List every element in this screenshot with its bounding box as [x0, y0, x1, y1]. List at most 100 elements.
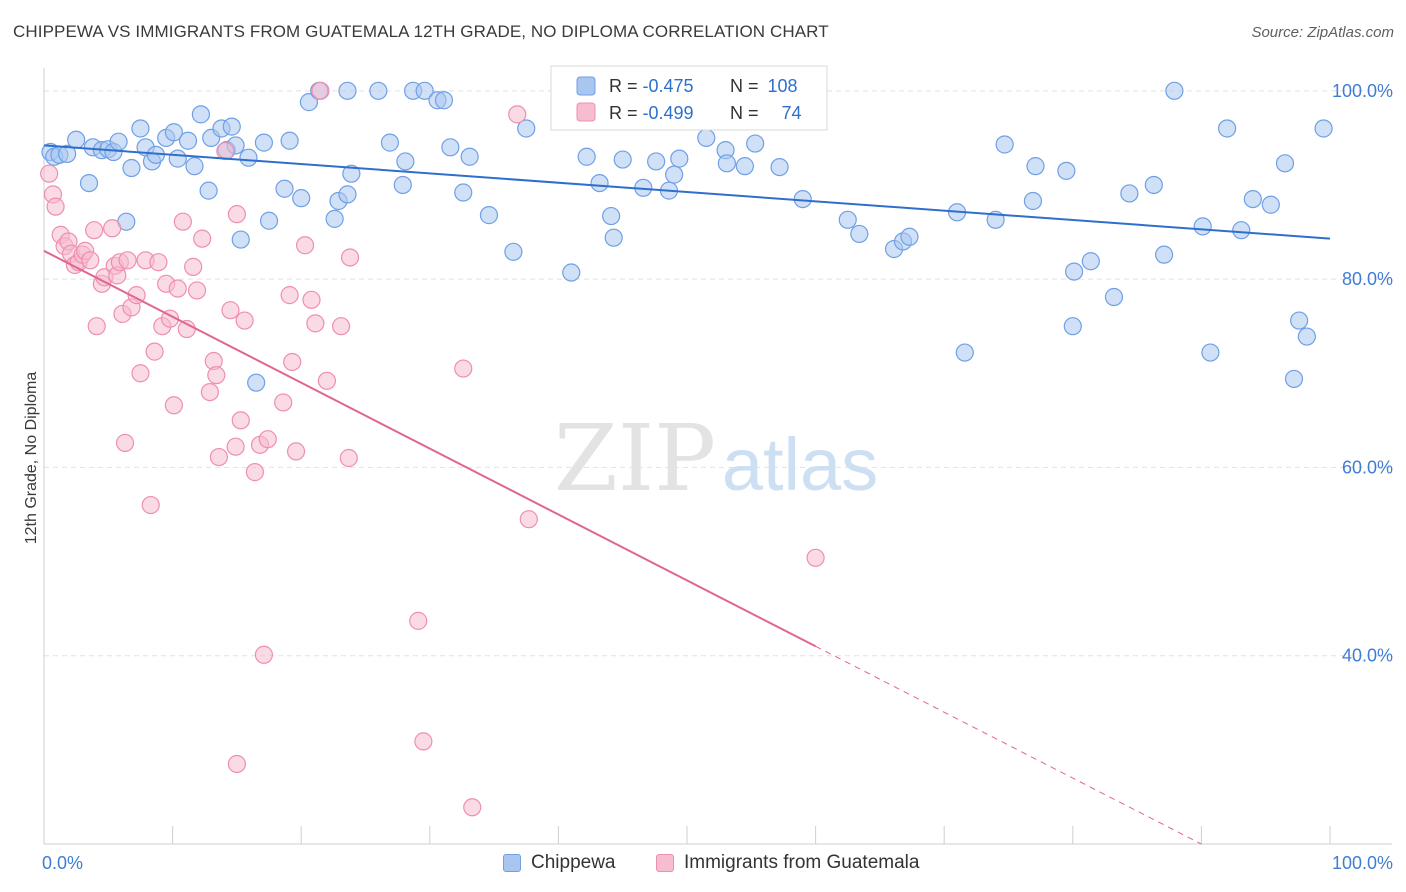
data-point	[221, 301, 240, 320]
data-point	[1064, 262, 1084, 281]
data-point	[280, 286, 299, 305]
data-point	[164, 123, 183, 142]
data-point	[602, 206, 621, 226]
watermark-zip: ZIP	[554, 405, 716, 512]
data-point	[164, 396, 183, 415]
data-point	[299, 93, 319, 112]
data-point	[735, 157, 754, 176]
data-point	[1026, 157, 1045, 176]
data-point	[338, 81, 357, 100]
data-point	[79, 173, 99, 193]
data-point	[231, 230, 250, 249]
data-point	[850, 224, 869, 244]
data-point	[199, 181, 218, 200]
legend-swatch-guatemala	[576, 102, 596, 122]
legend-box	[550, 65, 828, 131]
data-point	[239, 148, 258, 167]
trend-line-extension	[815, 645, 1202, 845]
data-point	[955, 343, 974, 362]
data-point	[227, 754, 246, 774]
data-point	[302, 290, 321, 309]
data-point	[295, 236, 315, 255]
trend-lines	[43, 144, 1331, 845]
data-point	[227, 205, 246, 224]
data-point	[325, 209, 344, 228]
legend-item-guatemala[interactable]: Immigrants from Guatemala	[656, 852, 919, 874]
data-point	[1243, 189, 1262, 209]
data-point	[331, 317, 351, 336]
trend-line	[43, 249, 817, 648]
data-point	[259, 211, 279, 230]
data-point	[145, 342, 164, 361]
data-point	[1297, 327, 1316, 346]
legend-n-label: N =	[730, 103, 764, 123]
data-point	[454, 359, 473, 378]
data-point	[1284, 369, 1304, 389]
watermark: ZIP atlas	[554, 405, 878, 512]
data-point	[160, 309, 180, 328]
data-point	[770, 157, 789, 177]
legend-r-value: -0.475	[643, 76, 694, 96]
data-point	[393, 175, 412, 195]
data-point	[1261, 195, 1280, 214]
data-point	[216, 141, 235, 161]
svg-text:R = -0.499: R = -0.499	[609, 103, 694, 123]
data-point	[103, 219, 122, 238]
data-point	[1155, 245, 1174, 264]
tick-labels: 100.0% 80.0% 60.0% 40.0% 0.0% 100.0%	[42, 81, 1393, 873]
chart-title: CHIPPEWA VS IMMIGRANTS FROM GUATEMALA 12…	[13, 22, 829, 41]
data-point	[746, 134, 765, 153]
data-point	[434, 91, 454, 110]
source-credit: Source: ZipAtlas.com	[1251, 24, 1394, 41]
data-point	[317, 371, 337, 390]
data-point	[226, 437, 245, 456]
data-point	[665, 165, 684, 184]
data-point	[1314, 119, 1333, 138]
trend-line	[43, 144, 1331, 240]
legend-swatch	[503, 854, 521, 872]
data-point	[460, 147, 479, 166]
data-point	[1201, 343, 1220, 362]
data-point	[338, 185, 357, 204]
data-point	[577, 147, 596, 166]
data-point	[414, 732, 433, 751]
legend-item-chippewa[interactable]: Chippewa	[503, 852, 616, 874]
data-point	[306, 314, 325, 333]
data-point	[1144, 175, 1163, 195]
gridlines	[44, 90, 1392, 657]
data-point	[519, 510, 538, 529]
data-point	[1193, 217, 1212, 236]
data-point	[207, 366, 226, 385]
data-point	[647, 152, 666, 171]
legend-n-label: N =	[730, 76, 764, 96]
data-point	[184, 257, 203, 276]
data-point	[280, 131, 299, 150]
legend-r-label: R =	[609, 103, 643, 123]
data-point	[613, 150, 632, 169]
legend-label: Immigrants from Guatemala	[684, 852, 920, 873]
data-point	[254, 133, 274, 152]
data-point	[127, 286, 146, 305]
data-point	[81, 251, 100, 270]
data-point	[1275, 154, 1295, 173]
data-point	[806, 548, 825, 567]
data-point	[187, 281, 207, 300]
data-point	[995, 135, 1014, 154]
y-tick-label: 80.0%	[1342, 269, 1393, 289]
data-point	[222, 117, 241, 136]
data-point	[670, 149, 689, 168]
data-point	[340, 248, 360, 267]
data-point	[254, 645, 274, 664]
data-point	[717, 154, 736, 173]
data-point	[339, 448, 358, 468]
svg-text:N = 74: N = 74	[730, 103, 802, 123]
data-point	[85, 221, 104, 240]
data-point	[562, 263, 581, 282]
data-point	[409, 611, 428, 630]
data-point	[258, 430, 277, 449]
data-point	[168, 279, 187, 298]
y-tick-label: 40.0%	[1342, 646, 1393, 666]
data-point	[1165, 81, 1184, 100]
data-point	[193, 229, 212, 248]
legend-swatch	[656, 854, 674, 872]
